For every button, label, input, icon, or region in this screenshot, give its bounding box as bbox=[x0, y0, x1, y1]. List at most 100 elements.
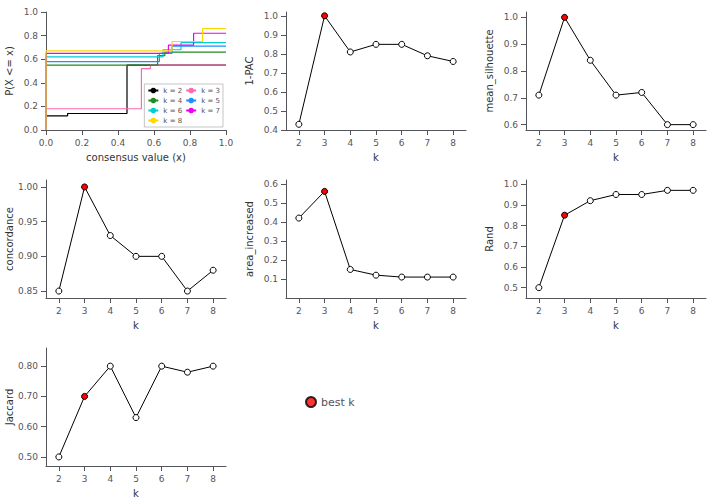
svg-text:3: 3 bbox=[562, 306, 568, 316]
svg-text:0.6: 0.6 bbox=[504, 262, 519, 272]
svg-text:6: 6 bbox=[399, 138, 405, 148]
svg-text:0.2: 0.2 bbox=[264, 255, 278, 265]
svg-text:6: 6 bbox=[159, 474, 165, 484]
svg-text:k = 8: k = 8 bbox=[163, 117, 182, 125]
svg-text:0.5: 0.5 bbox=[504, 283, 518, 293]
svg-text:2: 2 bbox=[296, 138, 302, 148]
svg-text:0.6: 0.6 bbox=[264, 87, 279, 97]
svg-text:6: 6 bbox=[399, 306, 405, 316]
svg-text:0.9: 0.9 bbox=[504, 200, 519, 210]
svg-text:0.80: 0.80 bbox=[18, 361, 38, 371]
svg-text:1.0: 1.0 bbox=[219, 138, 234, 148]
svg-text:8: 8 bbox=[690, 138, 696, 148]
svg-text:0.6: 0.6 bbox=[504, 120, 519, 130]
svg-text:k: k bbox=[133, 320, 139, 331]
svg-text:2: 2 bbox=[296, 306, 302, 316]
svg-text:k: k bbox=[373, 320, 379, 331]
svg-text:8: 8 bbox=[450, 306, 456, 316]
svg-text:1-PAC: 1-PAC bbox=[244, 56, 255, 85]
svg-text:k = 3: k = 3 bbox=[201, 87, 220, 95]
svg-text:5: 5 bbox=[133, 474, 139, 484]
svg-text:0.6: 0.6 bbox=[264, 179, 279, 189]
svg-text:8: 8 bbox=[690, 306, 696, 316]
svg-text:k = 4: k = 4 bbox=[163, 97, 182, 105]
svg-text:4: 4 bbox=[587, 306, 593, 316]
svg-text:0.6: 0.6 bbox=[24, 54, 39, 64]
svg-text:5: 5 bbox=[373, 138, 379, 148]
svg-text:6: 6 bbox=[159, 306, 165, 316]
svg-text:2: 2 bbox=[536, 138, 542, 148]
svg-text:4: 4 bbox=[347, 138, 353, 148]
svg-text:0.2: 0.2 bbox=[75, 138, 89, 148]
svg-text:0.60: 0.60 bbox=[18, 422, 38, 432]
svg-text:1.00: 1.00 bbox=[18, 182, 38, 192]
svg-text:0.90: 0.90 bbox=[18, 251, 38, 261]
svg-text:k = 7: k = 7 bbox=[201, 107, 220, 115]
svg-text:5: 5 bbox=[133, 306, 139, 316]
svg-text:0.0: 0.0 bbox=[24, 125, 39, 135]
svg-text:4: 4 bbox=[107, 474, 113, 484]
svg-text:6: 6 bbox=[639, 138, 645, 148]
svg-text:2: 2 bbox=[56, 306, 62, 316]
svg-text:5: 5 bbox=[613, 306, 619, 316]
svg-text:4: 4 bbox=[107, 306, 113, 316]
svg-text:Rand: Rand bbox=[484, 226, 495, 252]
svg-text:0.8: 0.8 bbox=[183, 138, 198, 148]
svg-text:mean_silhouette: mean_silhouette bbox=[484, 29, 496, 112]
svg-text:7: 7 bbox=[665, 138, 671, 148]
svg-text:consensus value (x): consensus value (x) bbox=[86, 152, 186, 163]
svg-text:8: 8 bbox=[450, 138, 456, 148]
svg-text:1.0: 1.0 bbox=[504, 12, 519, 22]
svg-text:7: 7 bbox=[425, 306, 431, 316]
svg-text:0.7: 0.7 bbox=[504, 241, 518, 251]
svg-text:0.4: 0.4 bbox=[24, 78, 39, 88]
svg-text:0.6: 0.6 bbox=[147, 138, 162, 148]
svg-text:k: k bbox=[373, 152, 379, 163]
svg-text:2: 2 bbox=[536, 306, 542, 316]
svg-text:0.4: 0.4 bbox=[264, 125, 279, 135]
svg-text:0.1: 0.1 bbox=[264, 274, 278, 284]
svg-text:2: 2 bbox=[56, 474, 62, 484]
svg-text:5: 5 bbox=[613, 138, 619, 148]
svg-text:0.2: 0.2 bbox=[24, 101, 38, 111]
svg-text:3: 3 bbox=[322, 138, 328, 148]
svg-text:0.95: 0.95 bbox=[18, 217, 38, 227]
svg-text:k: k bbox=[133, 488, 139, 499]
svg-text:0.7: 0.7 bbox=[264, 68, 278, 78]
svg-text:0.9: 0.9 bbox=[264, 30, 279, 40]
svg-text:6: 6 bbox=[639, 306, 645, 316]
svg-text:0.8: 0.8 bbox=[504, 66, 519, 76]
svg-text:0.8: 0.8 bbox=[24, 31, 39, 41]
svg-text:7: 7 bbox=[185, 474, 191, 484]
svg-text:1.0: 1.0 bbox=[504, 179, 519, 189]
svg-text:4: 4 bbox=[587, 138, 593, 148]
svg-text:P(X <= x): P(X <= x) bbox=[4, 46, 15, 96]
svg-text:3: 3 bbox=[82, 474, 88, 484]
svg-text:1.0: 1.0 bbox=[264, 11, 279, 21]
svg-text:0.5: 0.5 bbox=[264, 106, 278, 116]
svg-text:0.8: 0.8 bbox=[504, 221, 519, 231]
svg-text:area_increased: area_increased bbox=[244, 201, 256, 277]
svg-text:0.3: 0.3 bbox=[264, 236, 278, 246]
svg-text:7: 7 bbox=[425, 138, 431, 148]
svg-text:5: 5 bbox=[373, 306, 379, 316]
svg-text:k: k bbox=[613, 152, 619, 163]
svg-text:0.4: 0.4 bbox=[264, 217, 279, 227]
svg-text:1.0: 1.0 bbox=[24, 7, 39, 17]
svg-text:8: 8 bbox=[210, 306, 216, 316]
svg-text:k: k bbox=[613, 320, 619, 331]
svg-text:Jaccard: Jaccard bbox=[4, 389, 15, 426]
svg-text:3: 3 bbox=[562, 138, 568, 148]
svg-text:k = 6: k = 6 bbox=[163, 107, 182, 115]
svg-text:4: 4 bbox=[347, 306, 353, 316]
svg-text:7: 7 bbox=[665, 306, 671, 316]
svg-text:0.0: 0.0 bbox=[39, 138, 54, 148]
svg-text:concordance: concordance bbox=[4, 207, 15, 271]
svg-text:k = 5: k = 5 bbox=[201, 97, 220, 105]
svg-text:8: 8 bbox=[210, 474, 216, 484]
svg-text:0.50: 0.50 bbox=[18, 452, 38, 462]
svg-text:0.5: 0.5 bbox=[264, 198, 278, 208]
svg-text:0.4: 0.4 bbox=[111, 138, 126, 148]
svg-text:0.9: 0.9 bbox=[504, 39, 519, 49]
svg-text:0.7: 0.7 bbox=[504, 93, 518, 103]
